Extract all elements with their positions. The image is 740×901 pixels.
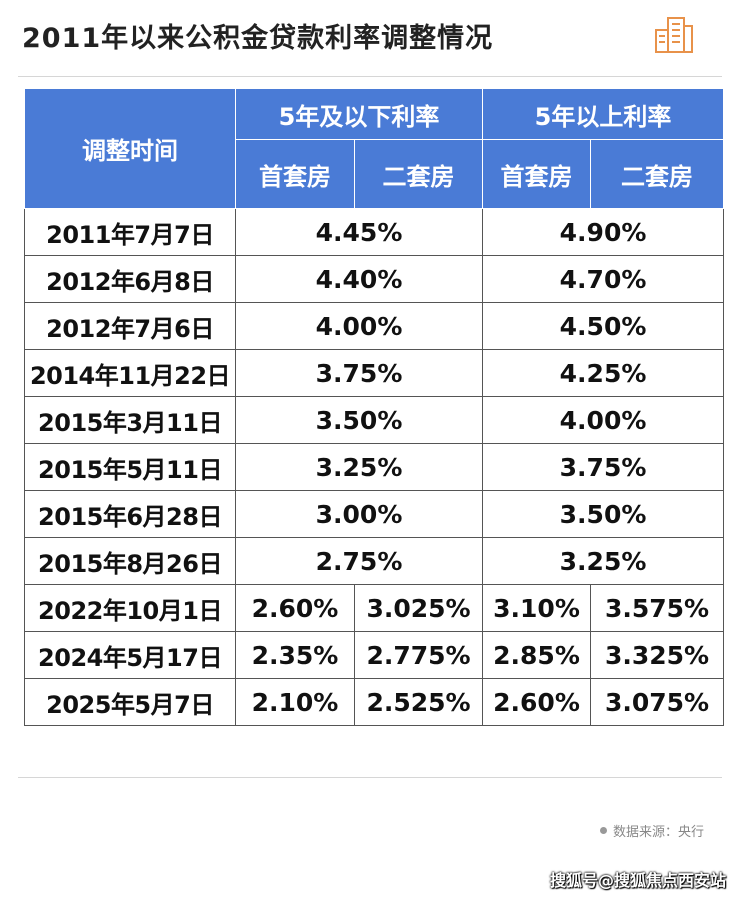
header-short-term: 5年及以下利率 (234, 88, 484, 140)
row-date: 2012年7月6日 (24, 302, 236, 350)
rate-long-first-home: 2.85% (482, 631, 592, 679)
data-source: 数据来源：央行 (599, 821, 704, 840)
rate-long-second-home: 3.325% (590, 631, 725, 679)
rate-table: 调整时间 5年及以下利率 5年以上利率 首套房 二套房 首套房 二套房 2011… (24, 88, 725, 726)
table-row: 2014年11月22日 3.75% 4.25% (24, 349, 725, 397)
header-short-second-home: 二套房 (353, 139, 484, 209)
rate-short-first-home: 2.35% (235, 631, 355, 679)
rate-long-term: 4.00% (482, 396, 725, 444)
table-row: 2025年5月7日 2.10% 2.525% 2.60% 3.075% (24, 678, 725, 726)
rate-short-term: 3.50% (234, 396, 484, 444)
row-date: 2015年3月11日 (24, 396, 236, 444)
table-row: 2015年8月26日 2.75% 3.25% (24, 537, 725, 585)
table-row: 2012年6月8日 4.40% 4.70% (24, 255, 725, 303)
rate-long-term: 3.25% (482, 537, 725, 585)
rate-short-term: 4.00% (234, 302, 484, 350)
table-row: 2012年7月6日 4.00% 4.50% (24, 302, 725, 350)
rate-long-term: 3.75% (482, 443, 725, 491)
rate-short-second-home: 3.025% (353, 584, 484, 632)
rate-long-term: 4.70% (482, 255, 725, 303)
table-row: 2015年6月28日 3.00% 3.50% (24, 490, 725, 538)
row-date: 2024年5月17日 (24, 631, 236, 679)
rate-long-term: 4.50% (482, 302, 725, 350)
watermark: 搜狐号@搜狐焦点西安站 (549, 871, 726, 890)
rate-long-term: 4.25% (482, 349, 725, 397)
rate-long-first-home: 2.60% (482, 678, 592, 726)
row-date: 2011年7月7日 (24, 208, 236, 256)
source-text: 数据来源：央行 (612, 825, 704, 840)
rate-short-term: 2.75% (234, 537, 484, 585)
row-date: 2015年5月11日 (24, 443, 236, 491)
rate-long-second-home: 3.075% (590, 678, 725, 726)
rate-long-term: 3.50% (482, 490, 725, 538)
top-divider (18, 76, 722, 77)
header-date: 调整时间 (24, 88, 236, 209)
row-date: 2022年10月1日 (24, 584, 236, 632)
rate-long-second-home: 3.575% (590, 584, 725, 632)
page-title: 2011年以来公积金贷款利率调整情况 (22, 23, 494, 54)
table-row: 2024年5月17日 2.35% 2.775% 2.85% 3.325% (24, 631, 725, 679)
row-date: 2015年8月26日 (24, 537, 236, 585)
row-date: 2014年11月22日 (24, 349, 236, 397)
header-long-second-home: 二套房 (590, 139, 725, 209)
rate-short-second-home: 2.525% (353, 678, 484, 726)
rate-short-first-home: 2.10% (235, 678, 355, 726)
rate-short-term: 3.25% (234, 443, 484, 491)
bullet-dot-icon (599, 827, 607, 834)
table-row: 2022年10月1日 2.60% 3.025% 3.10% 3.575% (24, 584, 725, 632)
row-date: 2025年5月7日 (24, 678, 236, 726)
building-icon (655, 17, 693, 53)
header-short-first-home: 首套房 (235, 139, 355, 209)
row-date: 2015年6月28日 (24, 490, 236, 538)
header-long-first-home: 首套房 (482, 139, 592, 209)
rate-short-term: 3.00% (234, 490, 484, 538)
rate-short-term: 4.45% (234, 208, 484, 256)
rate-short-first-home: 2.60% (235, 584, 355, 632)
rate-short-second-home: 2.775% (353, 631, 484, 679)
rate-short-term: 4.40% (234, 255, 484, 303)
header-long-term: 5年以上利率 (482, 88, 725, 140)
table-row: 2015年5月11日 3.25% 3.75% (24, 443, 725, 491)
bottom-divider (18, 777, 722, 778)
table-row: 2015年3月11日 3.50% 4.00% (24, 396, 725, 444)
rate-short-term: 3.75% (234, 349, 484, 397)
row-date: 2012年6月8日 (24, 255, 236, 303)
rate-long-first-home: 3.10% (482, 584, 592, 632)
table-row: 2011年7月7日 4.45% 4.90% (24, 208, 725, 256)
rate-long-term: 4.90% (482, 208, 725, 256)
